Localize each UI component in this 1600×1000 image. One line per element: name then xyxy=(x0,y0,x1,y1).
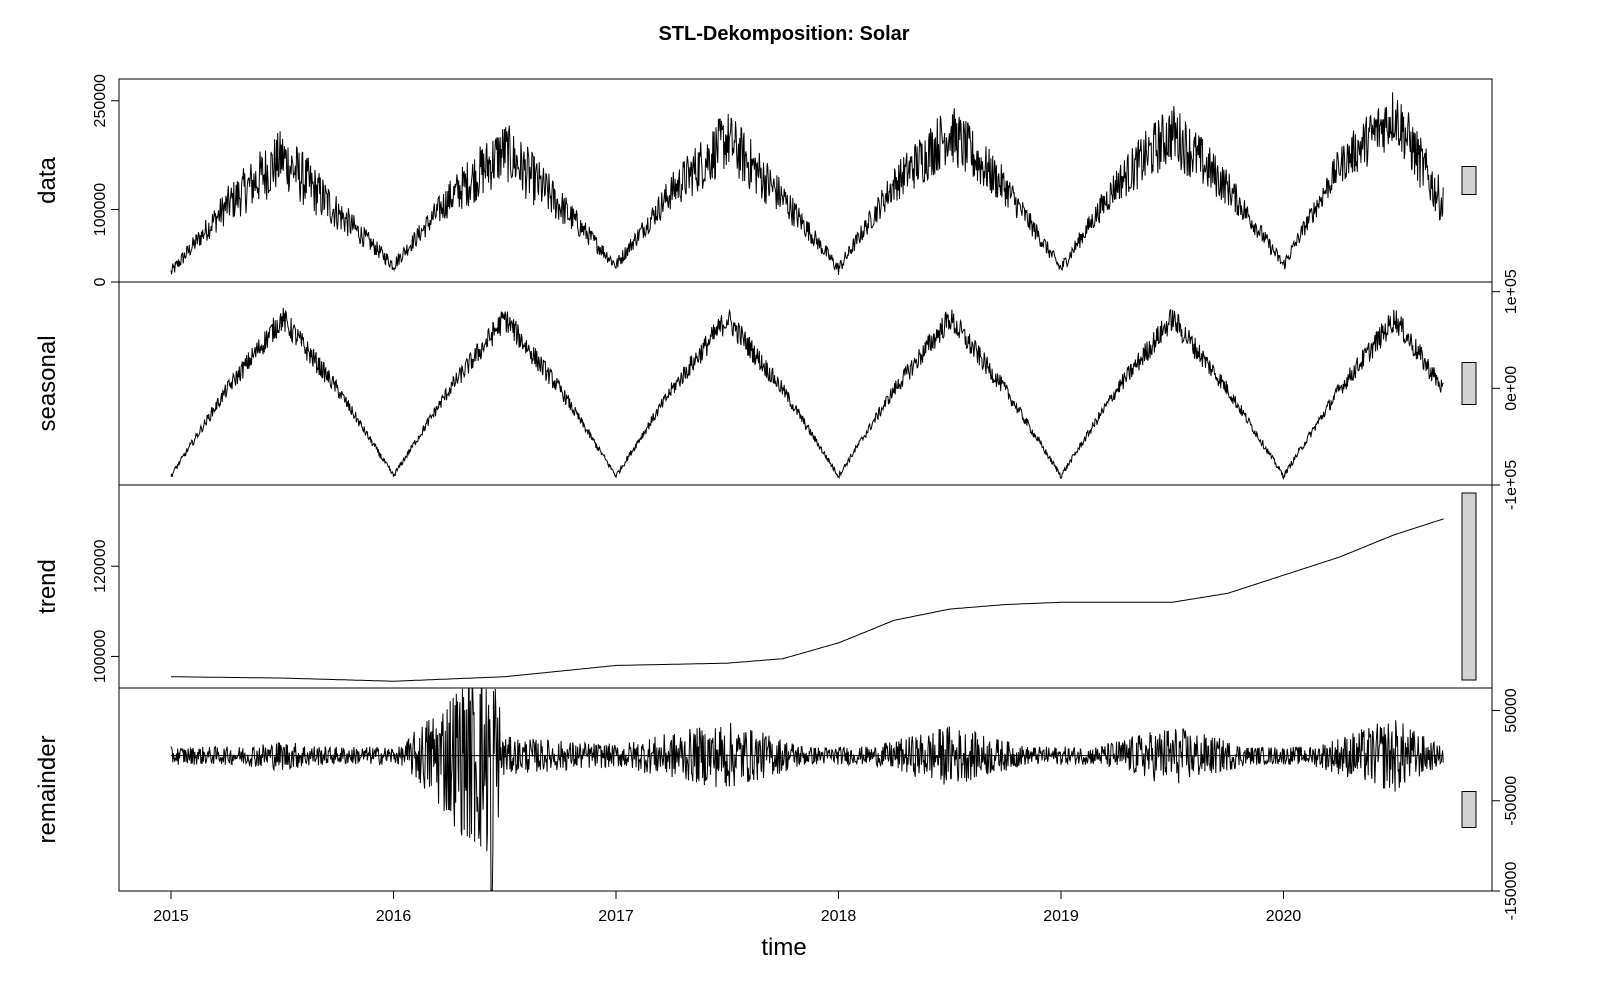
panel-data: data 0 100000 250000 xyxy=(34,74,1493,286)
panel-label-remainder: remainder xyxy=(34,735,61,843)
panel-label-trend: trend xyxy=(34,559,61,614)
series-line-seasonal xyxy=(170,307,1444,480)
x-tick-label: 2018 xyxy=(821,908,857,925)
panel-frame xyxy=(118,484,1493,689)
y-tick-label: 250000 xyxy=(92,74,109,127)
x-tick-label: 2015 xyxy=(153,908,189,925)
panel-frame xyxy=(118,687,1493,892)
panel-frame xyxy=(118,78,1493,283)
series-line-remainder xyxy=(170,688,1444,891)
series-line-data xyxy=(170,92,1444,276)
x-tick-label: 2016 xyxy=(376,908,412,925)
y-tick-label: -50000 xyxy=(1503,776,1520,826)
y-tick-label: -1e+05 xyxy=(1503,460,1520,510)
scale-bar xyxy=(1461,362,1477,405)
x-tick-label: 2019 xyxy=(1043,908,1079,925)
y-tick-label: 0e+00 xyxy=(1503,366,1520,411)
x-axis-label: time xyxy=(761,934,806,961)
x-tick-label: 2020 xyxy=(1266,908,1302,925)
scale-bar xyxy=(1461,791,1477,828)
panel-trend: trend 100000 120000 xyxy=(34,484,1493,689)
panel-label-seasonal: seasonal xyxy=(34,335,61,431)
y-tick-label: 1e+05 xyxy=(1503,269,1520,314)
panel-remainder: remainder -150000 -50000 50000 xyxy=(34,687,1520,921)
y-tick-label: 120000 xyxy=(92,539,109,592)
x-axis: 2015 2016 2017 2018 2019 2020 xyxy=(153,890,1451,925)
y-tick-label: 100000 xyxy=(92,183,109,236)
scale-bar xyxy=(1461,166,1477,195)
y-tick-label: 0 xyxy=(92,277,109,286)
panel-label-data: data xyxy=(34,156,61,203)
chart-title: STL-Dekomposition: Solar xyxy=(658,23,909,45)
x-tick-label: 2017 xyxy=(598,908,634,925)
series-line-trend xyxy=(171,518,1444,682)
panel-frame xyxy=(118,281,1493,486)
chart-panels: data 0 100000 250000 seasonal -1e+05 0e+00 1e+0… xyxy=(34,74,1520,920)
panel-seasonal: seasonal -1e+05 0e+00 1e+05 xyxy=(34,269,1520,510)
y-tick-label: 100000 xyxy=(92,630,109,683)
scale-bar xyxy=(1461,492,1477,681)
y-tick-label: -150000 xyxy=(1503,862,1520,921)
y-tick-label: 50000 xyxy=(1503,688,1520,733)
